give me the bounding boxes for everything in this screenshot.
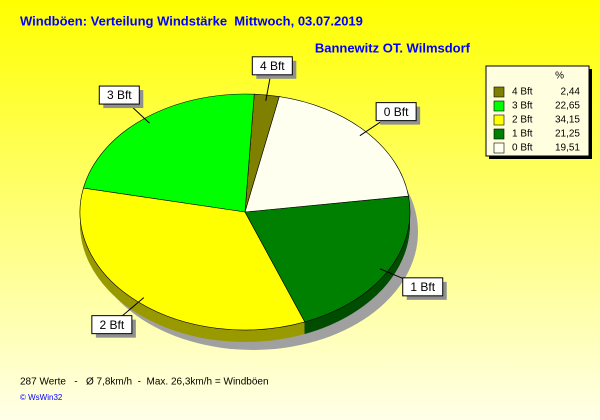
slice-label: 2 Bft [100,318,125,332]
chart-subtitle: Bannewitz OT. Wilmsdorf [315,40,471,55]
slice-label: 0 Bft [384,105,409,119]
legend-label: 1 Bft [512,129,533,140]
label-box [251,56,293,76]
legend-value: 19,51 [555,143,580,154]
label-box [402,277,444,297]
slice-label: 3 Bft [107,88,132,102]
slice-label: 1 Bft [410,280,435,294]
label-box [375,102,417,122]
legend-value: 2,44 [561,87,581,98]
label-box [98,85,140,105]
label-box [91,315,133,335]
legend-value: 34,15 [555,115,580,126]
legend-swatch [493,142,505,154]
legend-label: 2 Bft [512,115,533,126]
legend-swatch [493,100,505,112]
legend-value: 21,25 [555,129,580,140]
legend-swatch [493,114,505,126]
footer: 287 Werte - Ø 7,8km/h - Max. 26,3km/h = … [20,377,269,388]
slice-label: 4 Bft [260,59,285,73]
credit: © WsWin32 [20,393,63,402]
chart-title: Windböen: Verteilung Windstärke Mittwoch… [20,13,363,28]
legend-label: 4 Bft [512,87,533,98]
legend-label: 3 Bft [512,101,533,112]
legend-value: 22,65 [555,101,580,112]
legend-swatch [493,128,505,140]
legend-swatch [493,86,505,98]
legend-title: % [555,71,564,82]
legend-label: 0 Bft [512,143,533,154]
